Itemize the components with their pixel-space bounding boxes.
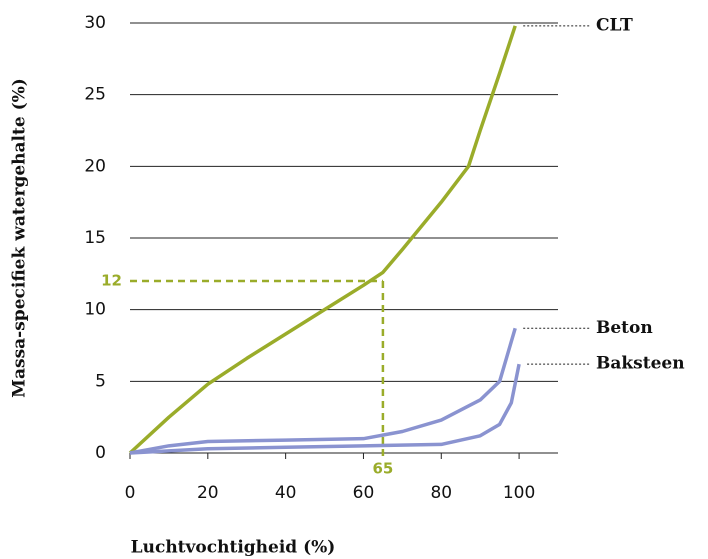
x-tick-label: 0 xyxy=(125,483,136,503)
x-tick-label: 100 xyxy=(503,483,535,503)
x-axis-label: Luchtvochtigheid (%) xyxy=(131,538,336,558)
legend-label: CLT xyxy=(596,15,633,35)
y-tick-label: 15 xyxy=(84,228,106,248)
legend-label: Beton xyxy=(596,318,653,338)
annotation-y-label: 12 xyxy=(101,272,122,290)
x-tick-label: 80 xyxy=(430,483,452,503)
annotation-x-label: 65 xyxy=(372,460,393,478)
series-line xyxy=(129,327,517,455)
x-tick-label: 60 xyxy=(353,483,375,503)
y-tick-label: 20 xyxy=(84,156,106,176)
y-tick-label: 5 xyxy=(95,371,106,391)
series-line xyxy=(129,363,521,455)
y-tick-label: 25 xyxy=(84,85,106,105)
y-axis-label: Massa-specifiek watergehalte (%) xyxy=(10,78,30,398)
x-tick-label: 20 xyxy=(197,483,219,503)
y-tick-label: 0 xyxy=(95,443,106,463)
legend-label: Baksteen xyxy=(596,354,685,374)
x-tick-label: 40 xyxy=(275,483,297,503)
y-tick-label: 10 xyxy=(84,300,106,320)
series-line xyxy=(128,25,517,455)
y-tick-label: 30 xyxy=(84,13,106,33)
